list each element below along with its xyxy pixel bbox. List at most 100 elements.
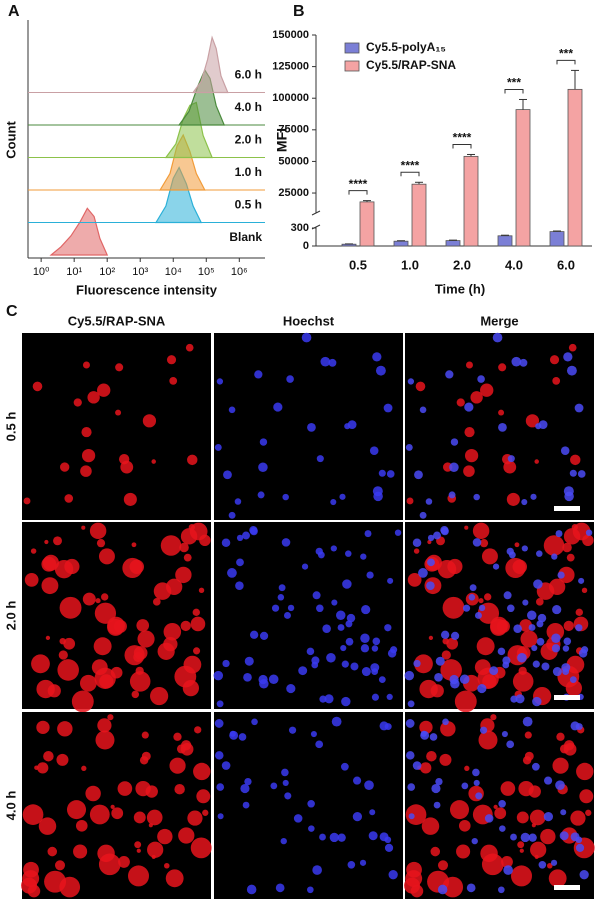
red-signal: [552, 376, 561, 385]
significance-label: ***: [507, 76, 521, 90]
y-tick-label: 150000: [272, 29, 309, 41]
nucleus: [386, 693, 393, 701]
red-signal: [494, 807, 507, 820]
red-signal: [530, 841, 547, 858]
bar: [567, 88, 583, 247]
red-signal: [37, 762, 49, 774]
red-signal: [136, 619, 150, 632]
nucleus: [353, 776, 362, 785]
nucleus: [419, 511, 427, 519]
red-signal: [165, 869, 184, 888]
nucleus: [288, 726, 297, 734]
red-signal: [190, 616, 206, 632]
nucleus: [227, 568, 237, 578]
nucleus: [577, 470, 586, 478]
nucleus: [271, 604, 280, 612]
bar: [497, 235, 513, 247]
red-signal: [110, 804, 115, 810]
red-signal: [478, 598, 484, 604]
nucleus: [474, 611, 482, 619]
column-header: Hoechst: [283, 313, 335, 328]
nucleus: [520, 832, 530, 843]
nucleus: [426, 581, 435, 590]
red-signal: [81, 765, 87, 771]
nucleus: [316, 604, 324, 613]
nucleus: [240, 783, 250, 794]
red-signal: [442, 876, 464, 898]
red-signal: [480, 383, 494, 397]
nucleus: [359, 859, 367, 866]
nucleus: [315, 740, 324, 749]
red-signal: [474, 659, 491, 676]
red-signal: [123, 492, 137, 506]
nucleus: [242, 531, 250, 540]
nucleus: [557, 571, 565, 579]
nucleus: [535, 423, 542, 430]
nucleus: [378, 676, 386, 683]
red-signal: [442, 596, 465, 619]
red-signal: [97, 383, 111, 397]
nucleus: [445, 370, 454, 379]
red-signal: [41, 577, 59, 595]
nucleus: [386, 470, 395, 478]
nucleus: [440, 526, 449, 535]
red-signal: [449, 800, 470, 820]
nucleus: [361, 667, 371, 677]
nucleus: [340, 762, 349, 771]
red-signal: [439, 753, 452, 766]
nucleus: [532, 660, 540, 668]
significance-bracket: [452, 143, 472, 149]
red-signal: [464, 448, 479, 463]
nucleus: [282, 493, 289, 501]
nucleus: [435, 777, 443, 786]
nucleus: [277, 594, 285, 601]
nucleus: [283, 611, 291, 619]
nucleus: [317, 551, 325, 559]
histogram-area: [49, 207, 109, 256]
nucleus: [563, 637, 572, 646]
red-signal: [183, 553, 192, 562]
nucleus: [254, 370, 263, 379]
nucleus: [575, 624, 583, 632]
nucleus: [341, 660, 349, 668]
nucleus: [522, 599, 529, 606]
nucleus: [236, 558, 244, 567]
red-signal: [548, 869, 567, 888]
red-signal: [80, 465, 92, 477]
red-signal: [169, 757, 186, 774]
nucleus: [339, 493, 346, 500]
nucleus: [259, 438, 268, 446]
nucleus: [531, 644, 538, 652]
nucleus: [478, 604, 486, 612]
nucleus: [214, 443, 222, 451]
nucleus: [541, 662, 550, 671]
red-signal: [45, 635, 51, 641]
nucleus: [574, 403, 584, 413]
red-signal: [145, 785, 158, 798]
red-signal: [111, 807, 124, 820]
nucleus: [371, 645, 379, 652]
red-signal: [520, 630, 538, 648]
red-signal: [543, 535, 565, 556]
red-signal: [456, 398, 465, 407]
x-tick-label: 10²: [99, 266, 115, 278]
red-signal: [107, 714, 114, 721]
nucleus: [337, 624, 345, 631]
nucleus: [517, 653, 527, 663]
red-signal: [202, 809, 209, 816]
nucleus: [301, 563, 309, 570]
red-signal: [563, 742, 577, 756]
nucleus: [412, 538, 422, 547]
red-signal: [47, 846, 58, 857]
x-tick-label: 10⁴: [165, 266, 182, 278]
nucleus: [484, 814, 494, 823]
red-signal: [136, 848, 141, 853]
bar: [359, 201, 375, 247]
red-signal: [511, 865, 533, 887]
red-signal: [415, 381, 426, 392]
nucleus: [249, 630, 259, 639]
x-axis-label: Fluorescence intensity: [76, 282, 218, 297]
red-signal: [570, 454, 581, 466]
red-signal: [57, 659, 79, 681]
